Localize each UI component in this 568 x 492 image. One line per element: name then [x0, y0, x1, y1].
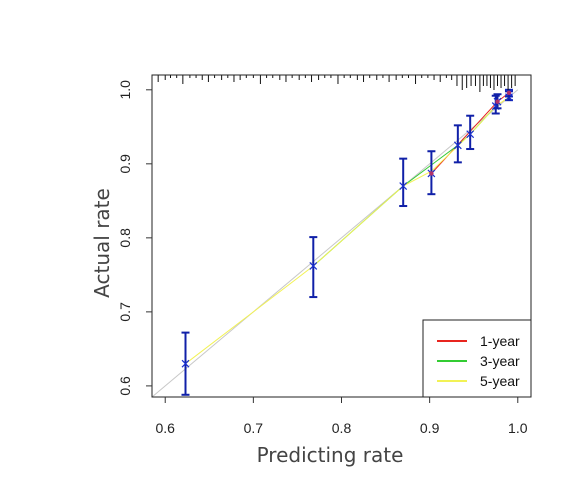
series-marker-1-year: [506, 90, 512, 95]
x-axis-title: Predicting rate: [257, 443, 404, 467]
point-marker: [309, 262, 318, 270]
y-axis-title: Actual rate: [90, 188, 114, 298]
y-tick-label: 0.6: [117, 376, 133, 396]
legend: 1-year 3-year 5-year: [422, 319, 532, 398]
y-tick-label: 0.9: [117, 154, 133, 174]
point-marker: [399, 182, 408, 190]
x-axis: 0.6 0.7 0.8 0.9 1.0: [155, 397, 528, 436]
y-axis: 0.6 0.7 0.8 0.9 1.0: [117, 80, 152, 396]
calibration-point: [309, 236, 318, 299]
series-marker-1-year: [495, 99, 500, 104]
point-marker: [181, 359, 190, 368]
point-marker: [466, 130, 475, 139]
y-tick-label: 0.7: [117, 302, 133, 322]
x-tick-label: 0.6: [155, 420, 175, 436]
legend-label: 3-year: [480, 353, 520, 369]
x-tick-label: 1.0: [508, 420, 528, 436]
point-marker: [453, 141, 462, 150]
legend-label: 1-year: [480, 333, 520, 349]
calibration-point: [466, 114, 475, 151]
calibration-point: [399, 157, 408, 208]
legend-label: 5-year: [480, 373, 520, 389]
y-tick-label: 1.0: [117, 80, 133, 100]
legend-box: [422, 319, 532, 398]
y-tick-label: 0.8: [117, 228, 133, 248]
calibration-point: [453, 124, 462, 164]
x-tick-label: 0.7: [244, 420, 264, 436]
reference-line: [151, 89, 519, 398]
series-marker-1-year: [429, 171, 434, 176]
x-tick-label: 0.8: [332, 420, 352, 436]
calibration-point: [181, 331, 190, 396]
x-tick-label: 0.9: [420, 420, 440, 436]
